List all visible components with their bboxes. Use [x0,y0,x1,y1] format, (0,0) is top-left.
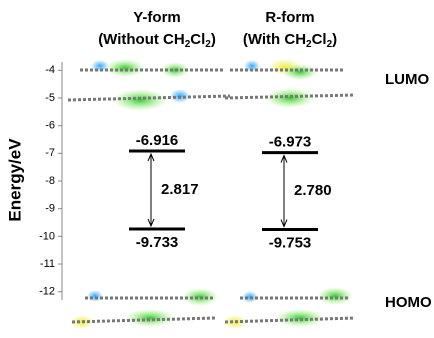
y-tick-label: -6 [45,120,55,132]
subtitle-part: (Without CH [98,31,185,48]
gap-value: 2.780 [294,182,332,199]
y-tick-label: -4 [45,64,55,76]
y-tick-label: -9 [45,203,55,215]
lumo-value: -6.973 [269,134,312,151]
chart: Energy/eV LUMO HOMO -4 -5 -6 -7 -8 -9 -10 -11 -1… [0,0,434,338]
homo-label: HOMO [385,294,432,311]
column-subtitle: (With CH2Cl2) [243,31,337,50]
lumo-value: -6.916 [136,132,179,149]
homo-value: -9.753 [269,234,312,251]
subtitle-part: (With CH [243,31,306,48]
y-axis-label: Energy/eV [5,138,24,222]
y-tick-label: -7 [45,147,55,159]
y-tick-label: -10 [39,230,55,242]
y-tick-label: -12 [39,286,55,298]
subtitle-part: Cl [312,31,327,48]
y-tick-label: -5 [45,92,55,104]
homo-value: -9.733 [136,234,179,251]
column-subtitle: (Without CH2Cl2) [98,31,216,50]
column-title: R-form [265,9,314,26]
subtitle-part: Cl [190,31,205,48]
gap-value: 2.817 [161,181,199,198]
subtitle-part: ) [332,31,337,48]
lumo-label: LUMO [385,71,429,88]
column-title: Y-form [133,9,181,26]
subtitle-part: ) [211,31,216,48]
y-tick-label: -11 [40,258,55,270]
y-tick-label: -8 [45,175,55,187]
